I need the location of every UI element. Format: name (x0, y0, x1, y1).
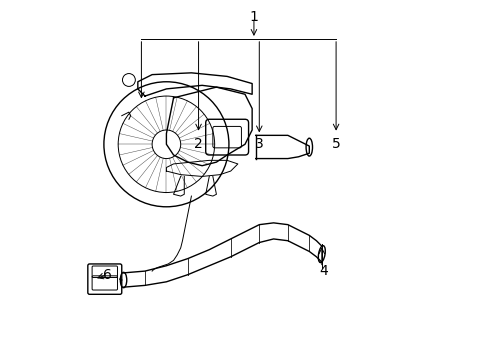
Text: 4: 4 (319, 264, 328, 278)
Text: 6: 6 (103, 268, 112, 282)
Text: 1: 1 (249, 10, 258, 24)
Text: 2: 2 (194, 137, 203, 151)
Text: 5: 5 (332, 137, 341, 151)
Text: 3: 3 (255, 137, 264, 151)
